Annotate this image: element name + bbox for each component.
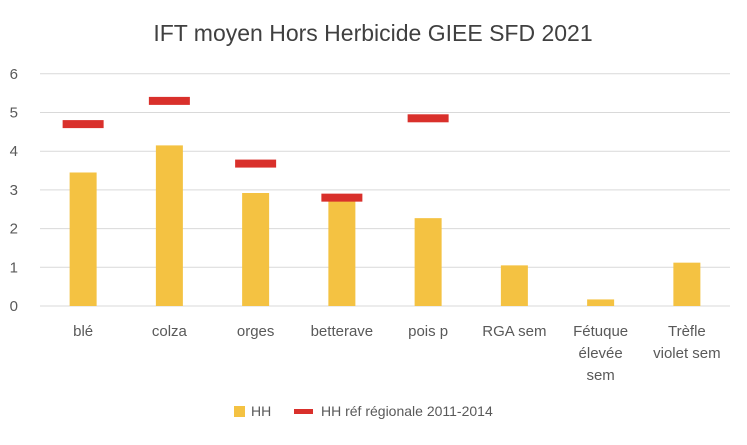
bar-hh — [587, 299, 615, 306]
legend-label-hh: HH — [251, 403, 271, 419]
x-category-label: blé — [73, 323, 93, 340]
reference-markers — [62, 96, 449, 202]
y-tick-label: 4 — [10, 143, 18, 160]
x-axis-categories: blé colza orges betterave pois p RGA sem Fétuq… — [73, 323, 721, 384]
marker-ref — [148, 96, 190, 105]
bar-hh — [673, 262, 701, 306]
bar-hh — [500, 265, 528, 306]
x-category-label: Fétuque — [573, 323, 628, 340]
x-category-label: RGA sem — [482, 323, 546, 340]
marker-ref — [62, 120, 104, 129]
x-category-label: betterave — [311, 323, 374, 340]
bar-hh — [155, 145, 183, 306]
bar-hh — [414, 218, 442, 306]
legend-label-ref: HH réf régionale 2011-2014 — [321, 403, 493, 419]
x-category-label: colza — [152, 323, 188, 340]
bars — [69, 145, 701, 306]
chart-title: IFT moyen Hors Herbicide GIEE SFD 2021 — [153, 20, 592, 46]
x-category-label: pois p — [408, 323, 448, 340]
y-tick-label: 6 — [10, 66, 18, 83]
x-category-label: élevée — [579, 345, 623, 362]
legend-swatch-ref — [294, 409, 313, 414]
bar-hh — [69, 172, 97, 306]
x-category-label: violet sem — [653, 345, 721, 362]
marker-ref — [407, 114, 449, 123]
x-category-label: orges — [237, 323, 275, 340]
y-tick-label: 1 — [10, 259, 18, 276]
legend-swatch-hh — [234, 406, 245, 417]
y-tick-label: 3 — [10, 182, 18, 199]
legend: HH HH réf régionale 2011-2014 — [234, 403, 493, 419]
gridlines — [40, 73, 730, 307]
y-axis-ticks: 0 1 2 3 4 5 6 — [10, 66, 18, 315]
y-tick-label: 2 — [10, 221, 18, 238]
y-tick-label: 0 — [10, 298, 18, 315]
bar-hh — [242, 192, 270, 306]
bar-hh — [328, 201, 356, 306]
marker-ref — [235, 159, 277, 168]
x-category-label: sem — [586, 367, 614, 384]
marker-ref — [321, 193, 363, 202]
x-category-label: Trèfle — [668, 323, 706, 340]
y-tick-label: 5 — [10, 105, 18, 122]
